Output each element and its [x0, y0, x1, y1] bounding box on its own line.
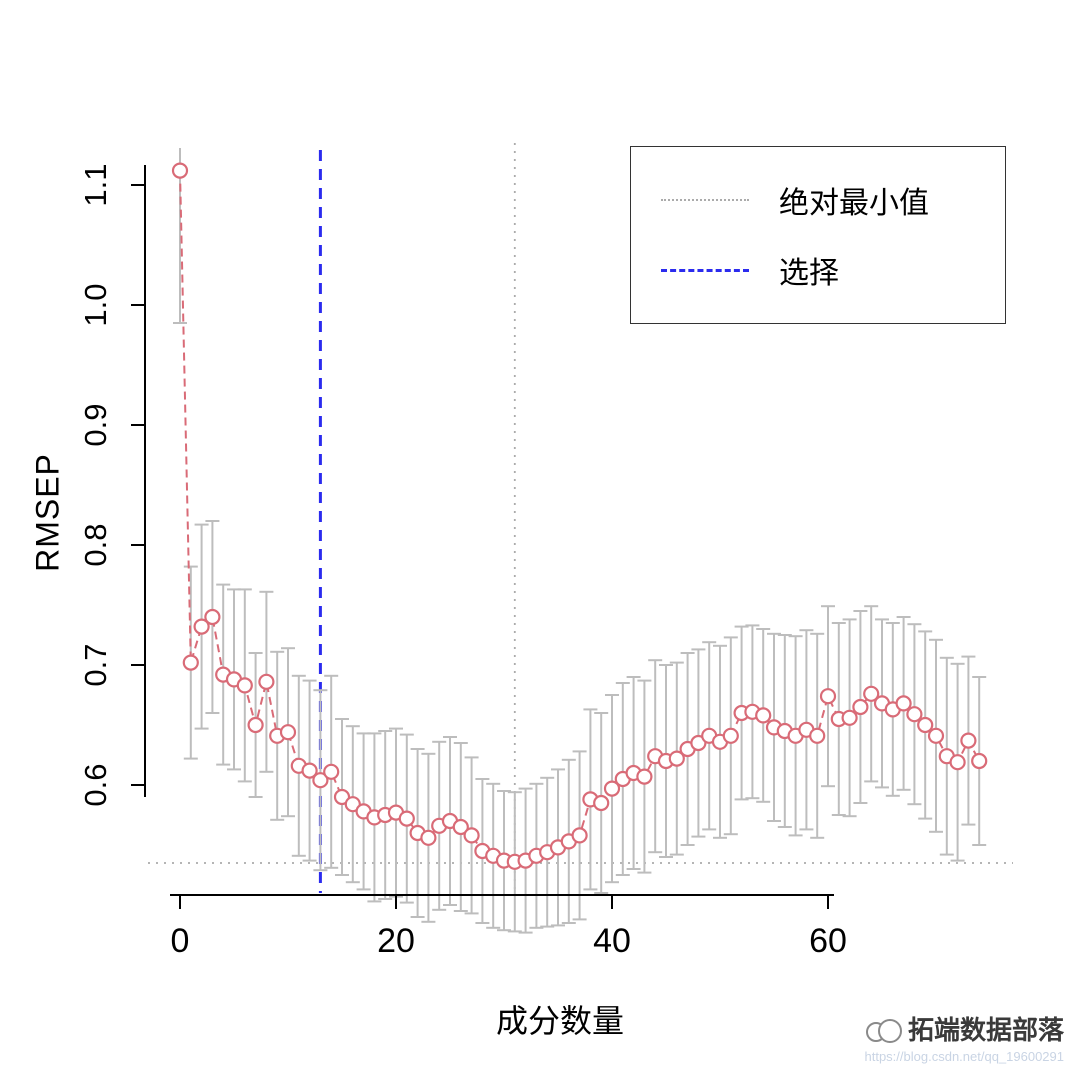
svg-text:60: 60: [809, 922, 847, 960]
x-axis-label: 成分数量: [495, 1003, 624, 1039]
svg-text:40: 40: [593, 922, 631, 960]
watermark-title: 拓端数据部落: [907, 1015, 1064, 1045]
svg-text:0.9: 0.9: [78, 403, 113, 446]
svg-text:1.0: 1.0: [78, 283, 113, 326]
svg-text:0.7: 0.7: [78, 643, 113, 686]
svg-text:20: 20: [377, 922, 415, 960]
svg-text:0: 0: [171, 922, 190, 960]
watermark-logo-icon: [865, 1016, 902, 1043]
legend-item-selected: 选择: [661, 248, 1005, 292]
legend: 绝对最小值 选择: [630, 146, 1006, 324]
watermark-url: https://blog.csdn.net/qq_19600291: [864, 1049, 1065, 1064]
svg-text:0.6: 0.6: [78, 763, 113, 806]
watermark: 拓端数据部落 https://blog.csdn.net/qq_19600291: [865, 1010, 1065, 1064]
legend-label-abs-min: 绝对最小值: [779, 187, 929, 220]
y-axis-label: RMSEP: [29, 453, 66, 572]
legend-label-selected: 选择: [779, 257, 839, 290]
abs-min-line-swatch-icon: [661, 199, 749, 201]
legend-item-abs-min: 绝对最小值: [661, 178, 1005, 222]
svg-text:0.8: 0.8: [78, 523, 113, 566]
selected-line-swatch-icon: [661, 268, 749, 272]
svg-text:1.1: 1.1: [78, 163, 113, 206]
